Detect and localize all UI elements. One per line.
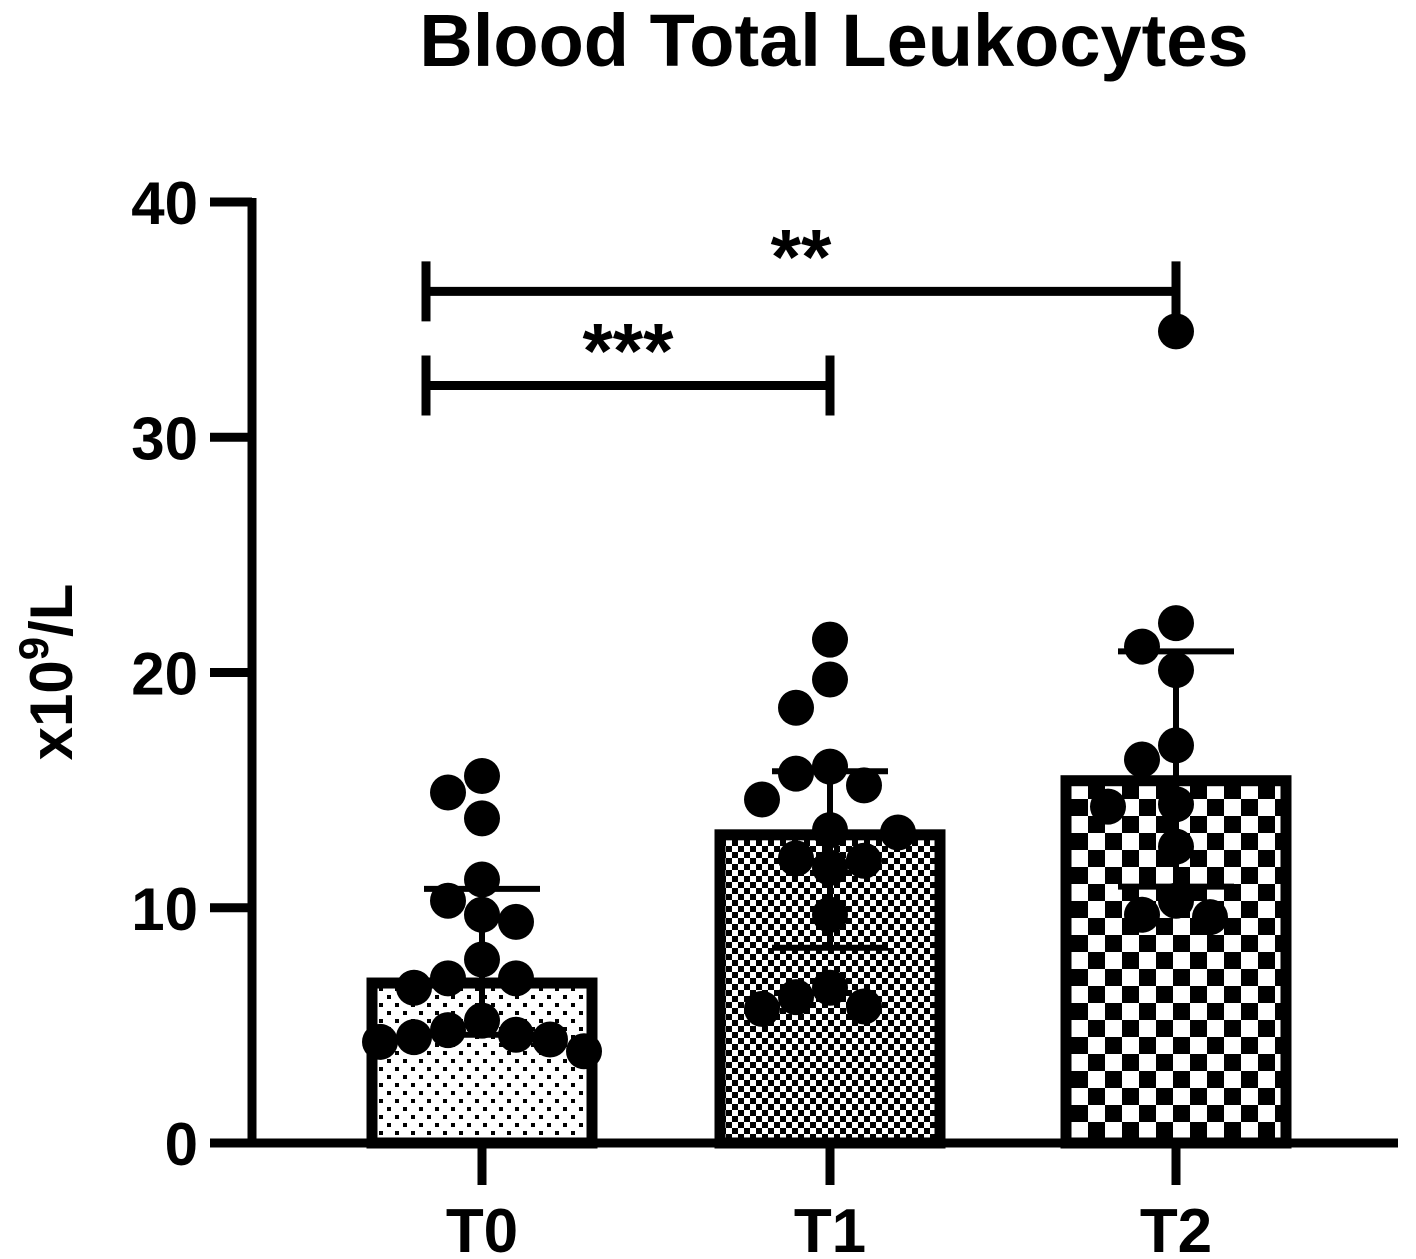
data-point bbox=[846, 988, 882, 1025]
y-axis-label-tail: /L bbox=[18, 584, 85, 637]
data-point bbox=[812, 748, 848, 785]
data-point bbox=[778, 979, 814, 1016]
data-point bbox=[812, 812, 848, 849]
chart-title: Blood Total Leukocytes bbox=[419, 0, 1248, 82]
axes-layer: 0 10 20 30 40 T0 T1 T2 bbox=[131, 170, 1398, 1259]
significance-label: *** bbox=[582, 306, 674, 394]
data-point bbox=[430, 882, 466, 919]
data-point bbox=[812, 896, 848, 933]
points-t1 bbox=[744, 621, 916, 1027]
x-tick-label-t1: T1 bbox=[794, 1197, 866, 1259]
y-axis-label-sup: 9 bbox=[10, 637, 57, 660]
y-tick-label-10: 10 bbox=[131, 876, 198, 943]
data-point bbox=[1158, 313, 1194, 350]
y-tick-label-30: 30 bbox=[131, 405, 198, 472]
points-layer bbox=[362, 313, 1228, 1070]
data-point bbox=[778, 755, 814, 792]
x-tick-label-t2: T2 bbox=[1140, 1197, 1212, 1259]
y-tick-label-20: 20 bbox=[131, 641, 198, 708]
data-point bbox=[1124, 741, 1160, 778]
y-axis-label: x109/L bbox=[10, 584, 85, 761]
data-point bbox=[464, 896, 500, 933]
data-point bbox=[566, 1033, 602, 1070]
data-point bbox=[812, 969, 848, 1006]
y-tick-label-40: 40 bbox=[131, 170, 198, 237]
data-point bbox=[778, 689, 814, 726]
data-point bbox=[880, 814, 916, 851]
data-point bbox=[846, 842, 882, 879]
x-tick-label-t0: T0 bbox=[446, 1197, 518, 1259]
data-point bbox=[464, 861, 500, 898]
significance-bracket-1: *** bbox=[421, 306, 835, 416]
data-point bbox=[464, 800, 500, 837]
data-point bbox=[812, 849, 848, 886]
data-point bbox=[1158, 605, 1194, 642]
y-axis-label-main: x10 bbox=[18, 660, 85, 760]
data-point bbox=[1158, 786, 1194, 823]
points-t0 bbox=[362, 758, 602, 1070]
data-point bbox=[396, 1019, 432, 1056]
data-point bbox=[1124, 896, 1160, 933]
significance-layer: ***** bbox=[421, 212, 1181, 416]
y-tick-label-0: 0 bbox=[165, 1111, 198, 1178]
data-point bbox=[744, 781, 780, 818]
data-point bbox=[498, 1016, 534, 1053]
data-point bbox=[362, 1023, 398, 1060]
significance-label: ** bbox=[771, 212, 832, 300]
data-point bbox=[778, 840, 814, 877]
data-point bbox=[430, 774, 466, 811]
data-point bbox=[1192, 899, 1228, 936]
data-point bbox=[1158, 882, 1194, 919]
data-point bbox=[396, 969, 432, 1006]
data-point bbox=[812, 661, 848, 698]
data-point bbox=[1158, 828, 1194, 865]
data-point bbox=[498, 903, 534, 940]
data-point bbox=[846, 767, 882, 804]
points-t2 bbox=[1090, 313, 1228, 936]
data-point bbox=[1158, 652, 1194, 689]
data-point bbox=[464, 758, 500, 795]
data-point bbox=[430, 960, 466, 997]
data-point bbox=[430, 1012, 466, 1049]
data-point bbox=[812, 621, 848, 658]
data-point bbox=[464, 941, 500, 978]
data-point bbox=[532, 1021, 568, 1058]
data-point bbox=[1124, 628, 1160, 665]
data-point bbox=[744, 990, 780, 1027]
data-point bbox=[498, 960, 534, 997]
significance-bracket-2: ** bbox=[421, 212, 1181, 322]
data-point bbox=[464, 1002, 500, 1039]
data-point bbox=[1158, 727, 1194, 764]
data-point bbox=[1090, 788, 1126, 825]
